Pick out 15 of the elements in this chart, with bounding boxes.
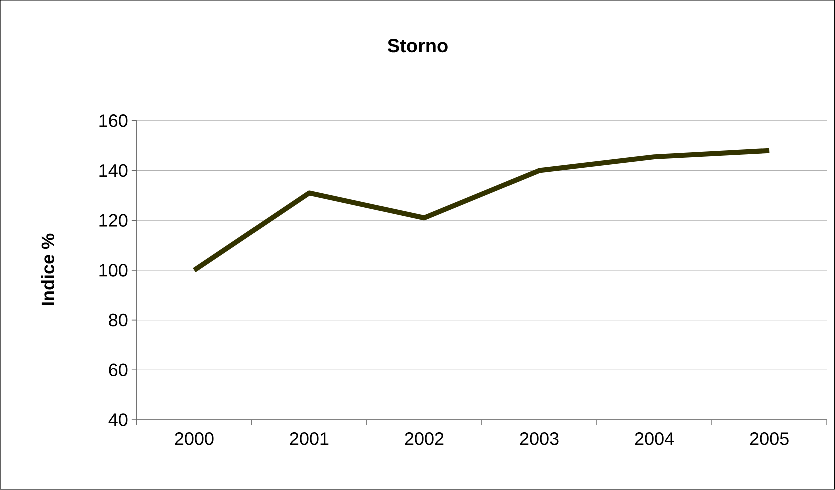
y-tick-label: 100	[100, 264, 128, 277]
y-tick-label: 120	[100, 214, 128, 228]
y-tick-label: 80	[109, 314, 128, 327]
x-tick-label: 2004	[635, 432, 674, 446]
x-tick-label: 2000	[175, 432, 214, 446]
chart-title: Storno	[388, 39, 448, 53]
x-tick-label: 2003	[520, 432, 559, 446]
y-tick-label: 60	[109, 364, 128, 377]
y-tick-label: 40	[108, 414, 128, 426]
x-tick-label: 2005	[750, 432, 789, 446]
x-tick-label: 2002	[405, 432, 444, 446]
y-tick-label: 140	[100, 164, 128, 178]
y-axis-title: Indice %	[41, 234, 55, 306]
y-tick-label: 160	[100, 114, 128, 128]
x-tick-label: 2001	[290, 432, 329, 446]
